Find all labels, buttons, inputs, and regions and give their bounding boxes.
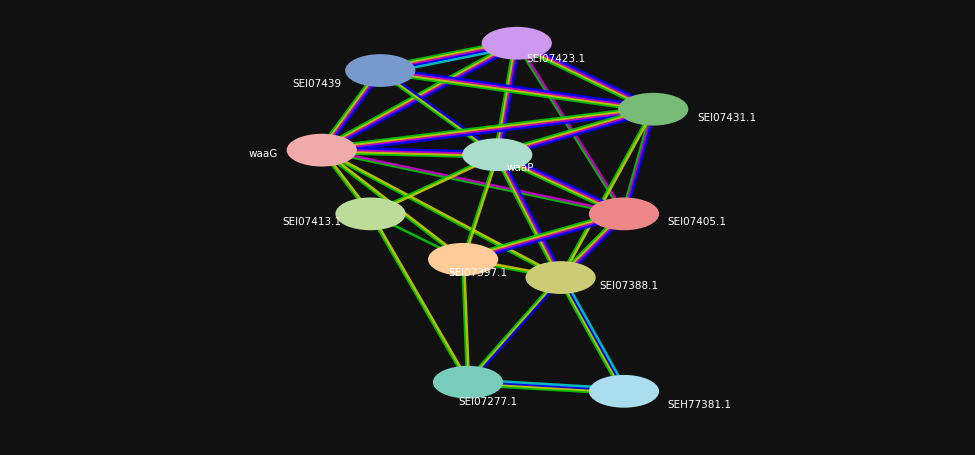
Text: SEI07413.1: SEI07413.1: [283, 217, 342, 228]
Text: SEI07423.1: SEI07423.1: [526, 54, 586, 64]
Ellipse shape: [287, 134, 357, 167]
Ellipse shape: [433, 366, 503, 399]
Ellipse shape: [589, 197, 659, 230]
Ellipse shape: [428, 243, 498, 276]
Text: SEI07439: SEI07439: [292, 79, 341, 89]
Ellipse shape: [335, 197, 406, 230]
Text: waaP: waaP: [507, 163, 534, 173]
Ellipse shape: [345, 54, 415, 87]
Text: SEI07388.1: SEI07388.1: [600, 281, 659, 291]
Text: waaG: waaG: [249, 149, 278, 159]
Ellipse shape: [618, 93, 688, 126]
Text: SEI07397.1: SEI07397.1: [448, 268, 508, 278]
Text: SEI07277.1: SEI07277.1: [458, 397, 518, 407]
Text: SEH77381.1: SEH77381.1: [668, 399, 732, 410]
Ellipse shape: [526, 261, 596, 294]
Text: SEI07431.1: SEI07431.1: [697, 113, 757, 123]
Ellipse shape: [589, 375, 659, 408]
Ellipse shape: [462, 138, 532, 171]
Text: SEI07405.1: SEI07405.1: [668, 217, 727, 228]
Ellipse shape: [482, 27, 552, 60]
